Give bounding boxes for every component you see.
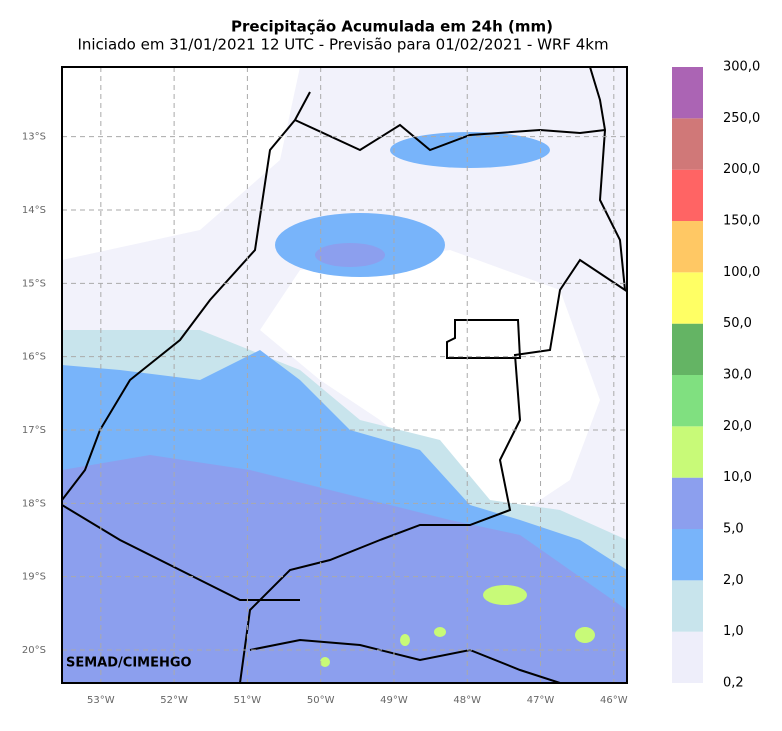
y-tick-label: 20°S xyxy=(22,645,46,656)
credit: SEMAD/CIMEHGO xyxy=(66,656,192,671)
colorbar-label: 20,0 xyxy=(723,419,752,434)
colorbar-bin xyxy=(672,529,703,581)
dry-area xyxy=(260,250,600,520)
colorbar: 0,2 1,0 2,0 5,0 10,0 20,0 30,0 50,0 100,0 150,0 20… xyxy=(672,60,760,691)
map-field xyxy=(62,67,627,683)
colorbar-label: 0,2 xyxy=(723,676,744,691)
rain-intense xyxy=(483,585,527,605)
colorbar-label: 250,0 xyxy=(723,111,760,126)
rain-intense xyxy=(434,627,446,637)
colorbar-label: 2,0 xyxy=(723,573,744,588)
subtitle: Iniciado em 31/01/2021 12 UTC - Previsão… xyxy=(77,36,608,54)
colorbar-label: 10,0 xyxy=(723,470,752,485)
rain-heavy xyxy=(62,455,627,683)
df-border xyxy=(446,319,522,359)
colorbar-bin xyxy=(672,580,703,632)
rain-intense xyxy=(575,627,595,643)
border xyxy=(294,119,606,152)
y-tick-label: 13°S xyxy=(22,132,46,143)
x-tick-label: 49°W xyxy=(380,695,408,706)
colorbar-label: 5,0 xyxy=(723,522,744,537)
x-tick-label: 50°W xyxy=(307,695,335,706)
grid xyxy=(62,67,627,683)
colorbar-bin xyxy=(672,477,703,529)
border xyxy=(239,67,627,683)
y-tick-label: 17°S xyxy=(22,425,46,436)
border xyxy=(249,638,561,683)
colorbar-label: 50,0 xyxy=(723,316,752,331)
colorbar-bin xyxy=(672,323,703,375)
colorbar-bin xyxy=(672,375,703,427)
colorbar-label: 1,0 xyxy=(723,624,744,639)
colorbar-bin xyxy=(672,221,703,273)
dry-area xyxy=(62,67,300,260)
border xyxy=(62,91,311,501)
rain-heavy xyxy=(315,243,385,267)
y-tick-label: 15°S xyxy=(22,278,46,289)
colorbar-bin xyxy=(672,169,703,221)
colorbar-label: 30,0 xyxy=(723,368,752,383)
x-tick-label: 52°W xyxy=(160,695,188,706)
y-tick-label: 16°S xyxy=(22,352,46,363)
colorbar-bin xyxy=(672,272,703,324)
x-tick-label: 46°W xyxy=(600,695,628,706)
axis-labels: 53°W 52°W 51°W 50°W 49°W 48°W 47°W 46°W 13°S 14°S… xyxy=(22,132,628,706)
map-frame xyxy=(61,66,628,684)
colorbar-label: 150,0 xyxy=(723,214,760,229)
x-tick-label: 47°W xyxy=(527,695,555,706)
title: Precipitação Acumulada em 24h (mm) xyxy=(231,18,553,36)
y-tick-label: 18°S xyxy=(22,498,46,509)
y-tick-label: 19°S xyxy=(22,572,46,583)
x-tick-label: 48°W xyxy=(453,695,481,706)
x-tick-label: 53°W xyxy=(87,695,115,706)
colorbar-label: 200,0 xyxy=(723,162,760,177)
colorbar-bin xyxy=(672,118,703,170)
colorbar-label: 100,0 xyxy=(723,265,760,280)
colorbar-bin xyxy=(672,631,703,683)
borders xyxy=(62,67,627,683)
colorbar-bin xyxy=(672,426,703,478)
x-tick-label: 51°W xyxy=(234,695,262,706)
colorbar-bin xyxy=(672,67,703,119)
rain-moderate xyxy=(390,132,550,168)
colorbar-label: 300,0 xyxy=(723,60,760,75)
rain-intense xyxy=(400,634,410,646)
y-tick-label: 14°S xyxy=(22,205,46,216)
rain-intense xyxy=(320,657,330,667)
